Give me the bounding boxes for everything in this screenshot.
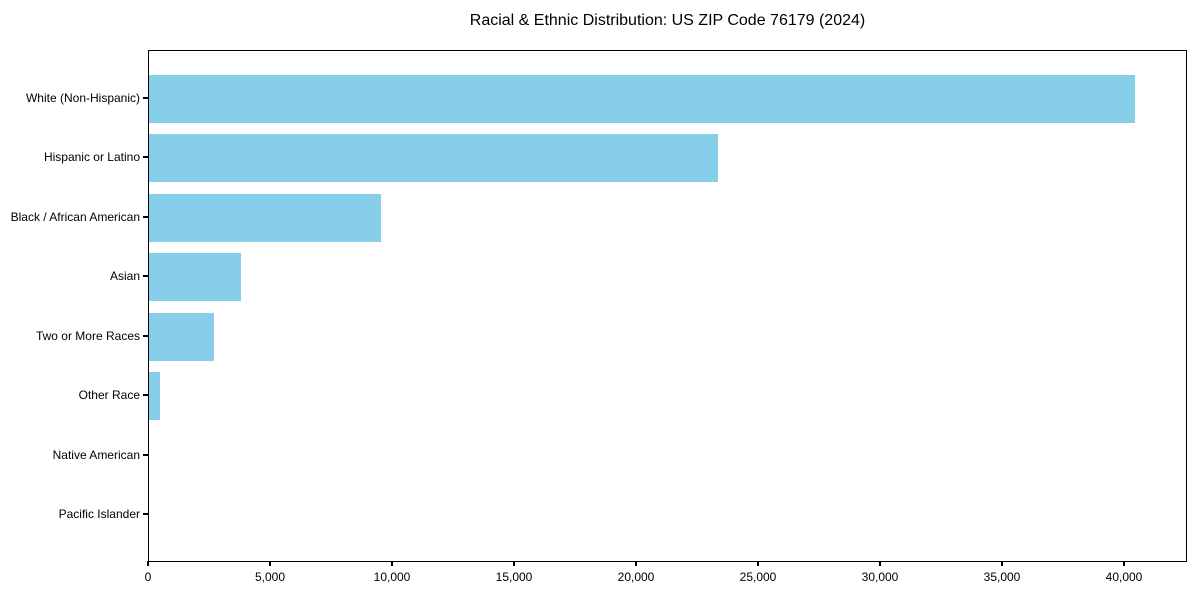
y-tick-mark	[143, 513, 148, 515]
bar-white-non-hispanic	[149, 75, 1135, 123]
y-axis-label-white-non-hispanic: White (Non-Hispanic)	[25, 91, 140, 105]
y-tick-mark	[143, 215, 148, 218]
x-axis-tick-label: 25,000	[739, 570, 777, 584]
x-axis-tick-label: 0	[144, 570, 152, 584]
y-axis-label-native-american: Native American	[52, 447, 140, 462]
y-tick-mark	[143, 453, 148, 456]
x-tick-mark	[269, 561, 271, 566]
y-axis-label-asian: Asian	[109, 269, 140, 284]
bar-black-african-american	[149, 193, 381, 242]
x-axis-tick-label: 40,000	[1105, 570, 1143, 584]
y-axis-label-black-african-american: Black / African American	[10, 209, 140, 224]
chart-title: Racial & Ethnic Distribution: US ZIP Cod…	[469, 12, 866, 29]
y-tick-mark	[143, 275, 148, 278]
y-tick-mark	[143, 394, 148, 397]
x-tick-mark	[513, 561, 515, 566]
x-tick-mark	[1123, 561, 1125, 566]
bar-asian	[149, 253, 241, 302]
y-axis-label-two-or-more-races: Two or More Races	[35, 328, 140, 343]
y-axis-label-other-race: Other Race	[78, 388, 140, 403]
plot-area	[148, 50, 1187, 562]
x-axis-tick-label: 20,000	[617, 570, 655, 584]
y-axis-label-pacific-islander: Pacific Islander	[58, 507, 140, 521]
x-axis-tick-label: 10,000	[373, 570, 411, 584]
x-axis-tick-label: 35,000	[983, 570, 1021, 584]
bar-other-race	[149, 372, 160, 421]
y-axis-label-hispanic-or-latino: Hispanic or Latino	[43, 150, 140, 165]
x-axis-tick-label: 15,000	[495, 570, 533, 584]
x-tick-mark	[391, 561, 393, 566]
x-tick-mark	[147, 561, 149, 566]
bar-hispanic-or-latino	[149, 134, 718, 183]
y-tick-mark	[143, 156, 148, 159]
y-tick-mark	[143, 97, 148, 99]
x-axis-tick-label: 30,000	[861, 570, 899, 584]
x-tick-mark	[1001, 561, 1003, 566]
x-tick-mark	[757, 561, 759, 566]
x-tick-mark	[879, 561, 881, 566]
bar-two-or-more-races	[149, 312, 214, 361]
x-axis-tick-label: 5,000	[254, 570, 286, 584]
y-tick-mark	[143, 334, 148, 337]
x-tick-mark	[635, 561, 637, 566]
